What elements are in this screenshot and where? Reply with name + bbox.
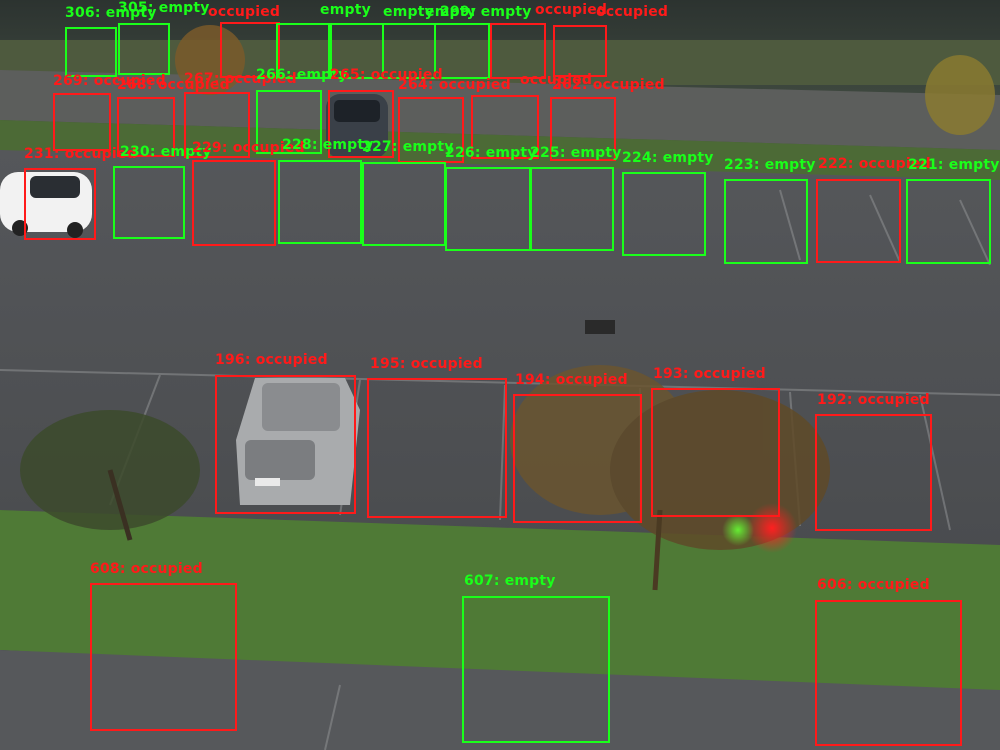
spot-box-269	[53, 93, 111, 151]
spot-label-193: 193: occupied	[653, 366, 766, 382]
spot-label-608: 608: occupied	[90, 561, 203, 577]
spot-label-302: empty	[383, 4, 434, 20]
spot-box-231	[24, 168, 96, 240]
spot-box-265	[328, 90, 394, 158]
spot-label-230: 230: empty	[120, 144, 212, 160]
spot-label-267: 267: occupied	[184, 71, 297, 87]
spot-box-298	[553, 25, 607, 77]
spot-box-266	[256, 90, 322, 154]
spot-label-303: empty	[320, 2, 371, 18]
spot-box-306	[65, 27, 117, 77]
spot-label-229: 229: occupied	[192, 140, 305, 156]
spot-label-606: 606: occupied	[817, 577, 930, 593]
spot-label-304: occupied	[208, 4, 281, 20]
spot-label-263: occupied	[520, 72, 593, 88]
spot-label-224: 224: empty	[622, 150, 714, 166]
spot-label-266: 266: empty	[256, 67, 348, 83]
spot-label-262: 262: occupied	[552, 77, 665, 93]
spot-label-195: 195: occupied	[370, 356, 483, 372]
spot-label-306: 306: empty	[65, 5, 157, 21]
spot-label-269: 269: occupied	[53, 73, 166, 89]
spot-box-225	[530, 167, 614, 251]
spot-box-222	[816, 179, 901, 263]
spot-label-298: occupied	[535, 2, 608, 18]
spot-box-303	[276, 23, 330, 79]
spot-box-224	[622, 172, 706, 256]
spot-box-262	[550, 97, 616, 161]
spot-label-194: 194: occupied	[515, 372, 628, 388]
spot-label-221: 221: empty	[908, 157, 1000, 173]
spot-label-297: occupied	[596, 4, 669, 20]
spot-box-304	[220, 22, 280, 78]
spot-box-193	[651, 388, 780, 517]
spot-box-227	[362, 162, 446, 246]
spot-box-230	[113, 166, 185, 239]
spot-box-607	[462, 596, 610, 743]
spot-box-196	[215, 375, 356, 514]
spot-label-231: 231: occupied	[24, 146, 137, 162]
spot-label-228: 228: empty	[282, 137, 374, 153]
spot-box-608	[90, 583, 237, 731]
spot-box-305	[118, 23, 170, 75]
spot-label-607: 607: empty	[464, 573, 556, 589]
spot-box-192	[815, 414, 932, 531]
spot-label-305: 305: empty	[118, 0, 210, 16]
spot-label-226: 226: empty	[445, 145, 537, 161]
spot-label-300: empty	[425, 4, 476, 20]
spot-box-194	[513, 394, 642, 523]
spot-box-221	[906, 179, 991, 264]
spot-box-268	[117, 97, 175, 157]
spot-box-263	[471, 95, 539, 159]
spot-label-264: 264: occupied	[398, 77, 511, 93]
spot-label-227: 227: empty	[362, 139, 454, 155]
spot-label-225: 225: empty	[530, 145, 622, 161]
spot-box-226	[445, 167, 531, 251]
spot-label-222: 222: occupied	[818, 156, 931, 172]
spot-box-229	[192, 160, 276, 246]
spot-box-223	[724, 179, 808, 264]
spot-label-268: 268: occupied	[117, 77, 230, 93]
spot-label-192: 192: occupied	[817, 392, 930, 408]
spot-label-196: 196: occupied	[215, 352, 328, 368]
spot-box-606	[815, 600, 962, 746]
spot-label-265: 265: occupied	[330, 67, 443, 83]
spot-box-300	[434, 23, 490, 79]
spot-box-267	[184, 92, 250, 158]
spot-label-299: 299: empty	[440, 4, 532, 20]
spot-box-195	[367, 378, 507, 518]
spot-box-228	[278, 160, 362, 244]
spot-label-223: 223: empty	[724, 157, 816, 173]
spot-box-299	[490, 23, 546, 79]
